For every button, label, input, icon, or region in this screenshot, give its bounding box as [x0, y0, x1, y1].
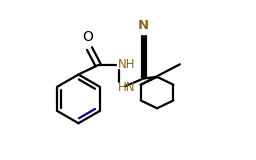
Text: O: O	[82, 30, 93, 44]
Text: HN: HN	[118, 81, 135, 94]
Text: NH: NH	[118, 58, 135, 71]
Text: N: N	[138, 19, 149, 32]
